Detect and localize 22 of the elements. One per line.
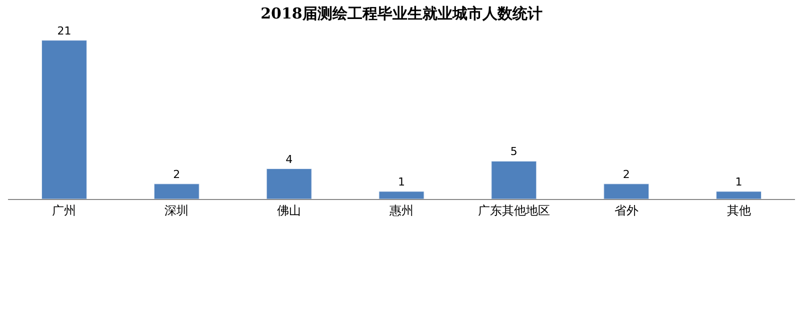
data-label: 4 xyxy=(286,152,293,166)
bar xyxy=(378,191,424,199)
x-tick-label: 惠州 xyxy=(388,203,414,218)
bar xyxy=(716,191,762,199)
bar xyxy=(491,160,537,199)
data-label: 1 xyxy=(735,175,742,188)
chart-title: 2018届测绘工程毕业生就业城市人数统计 xyxy=(260,4,542,23)
bar xyxy=(604,184,650,199)
bar xyxy=(41,40,87,199)
data-label: 21 xyxy=(57,24,72,38)
x-tick-label: 广州 xyxy=(52,203,76,218)
x-tick-label: 深圳 xyxy=(164,203,189,218)
x-tick-label: 佛山 xyxy=(277,203,302,218)
data-label: 5 xyxy=(510,145,518,158)
bar xyxy=(154,184,200,199)
x-tick-label: 省外 xyxy=(614,203,638,218)
data-label: 2 xyxy=(173,168,180,181)
x-tick-label: 广东其他地区 xyxy=(478,203,550,218)
data-label: 2 xyxy=(622,168,630,181)
data-label: 1 xyxy=(398,175,405,188)
x-tick-label: 其他 xyxy=(726,203,751,218)
bar xyxy=(266,168,312,199)
